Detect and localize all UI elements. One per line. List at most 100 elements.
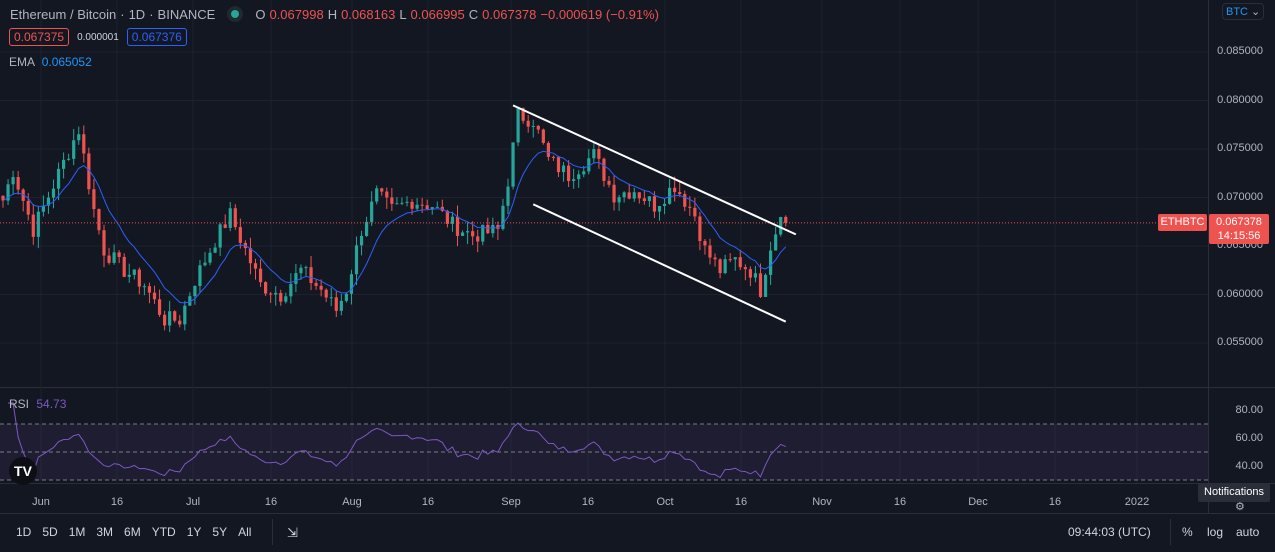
candle-body	[127, 274, 131, 277]
candle-body	[319, 285, 323, 290]
candle-body	[561, 165, 566, 173]
candle-body	[152, 292, 157, 300]
close-value: 0.067378	[482, 6, 537, 22]
candle-body	[541, 129, 545, 143]
candle-body	[637, 192, 641, 199]
candle-body	[208, 252, 212, 263]
candle-body	[551, 156, 556, 158]
low-value: 0.066995	[410, 6, 465, 22]
candle-body	[67, 158, 71, 160]
price-tick: 0.055000	[1217, 336, 1263, 348]
candle-body	[238, 227, 242, 243]
candle-body	[87, 153, 91, 190]
candle-body	[258, 268, 263, 283]
candle-body	[445, 210, 449, 224]
time-tick: Nov	[812, 496, 832, 508]
candle-body	[375, 188, 379, 202]
candle-body	[748, 269, 752, 278]
candle-body	[435, 206, 439, 208]
candle-body	[774, 234, 778, 251]
candle-body	[168, 311, 172, 326]
range-1y[interactable]: 1Y	[186, 525, 202, 539]
rsi-legend[interactable]: RSI 54.73	[9, 397, 67, 411]
bar-countdown: 14:15:56	[1217, 230, 1261, 242]
candle-body	[370, 201, 374, 222]
time-tick: 16	[421, 496, 435, 508]
candle-body	[349, 274, 354, 294]
sell-price-button[interactable]: 0.067375	[9, 28, 70, 46]
spread-value: 0.000001	[77, 31, 119, 43]
candle-body	[21, 189, 25, 201]
price-tick: 0.070000	[1217, 190, 1263, 203]
go-to-date-icon[interactable]: ⇲	[287, 525, 298, 540]
candle-body	[147, 286, 152, 293]
candle-body	[41, 205, 45, 212]
candle-body	[738, 257, 742, 268]
candle-body	[264, 282, 268, 294]
percent-toggle[interactable]: %	[1182, 525, 1193, 539]
candle-body	[6, 184, 10, 201]
candle-body	[309, 267, 313, 284]
settings-gear-icon[interactable]: ⚙	[1235, 501, 1245, 513]
candle-body	[673, 187, 677, 193]
currency-dropdown[interactable]: BTC ⌄	[1222, 3, 1265, 20]
time-tick: 16	[264, 496, 278, 508]
range-1m[interactable]: 1M	[68, 525, 86, 539]
candle-body	[511, 142, 515, 187]
ema-value: 0.065052	[41, 55, 92, 69]
auto-toggle[interactable]: auto	[1236, 525, 1260, 539]
candle-body	[723, 259, 727, 274]
candle-body	[607, 180, 611, 185]
symbol-title[interactable]: Ethereum / Bitcoin	[10, 6, 117, 22]
range-3m[interactable]: 3M	[96, 525, 114, 539]
log-toggle[interactable]: log	[1207, 525, 1224, 539]
open-value: 0.067998	[269, 6, 324, 22]
candle-body	[460, 232, 465, 236]
range-ytd[interactable]: YTD	[151, 525, 176, 539]
price-tick: 0.060000	[1217, 287, 1263, 300]
range-1d[interactable]: 1D	[16, 525, 32, 539]
exchange: BINANCE	[157, 6, 216, 22]
candle-body	[213, 247, 217, 253]
candle-body	[62, 159, 66, 169]
clock[interactable]: 09:44:03 (UTC)	[1068, 525, 1151, 539]
market-status-icon[interactable]	[227, 6, 244, 22]
candle-body	[587, 158, 591, 172]
time-tick: 2022	[1124, 496, 1150, 508]
candle-body	[501, 205, 505, 229]
rsi-tick: 60.00	[1235, 432, 1263, 444]
candle-body	[698, 216, 702, 242]
candle-body	[718, 259, 722, 274]
last-price-label: 0.067378 14:15:56	[1209, 214, 1269, 244]
candle-body	[531, 125, 535, 127]
candle-body	[77, 134, 81, 141]
candle-body	[471, 231, 475, 237]
high-value: 0.068163	[341, 6, 396, 22]
tradingview-logo[interactable]: TV	[9, 457, 37, 485]
notifications-tooltip: Notifications	[1198, 483, 1270, 502]
candle-body	[390, 197, 394, 204]
candle-body	[284, 296, 288, 302]
price-tick: 0.085000	[1217, 45, 1263, 57]
candle-body	[324, 289, 328, 298]
candle-body	[612, 184, 616, 203]
candle-body	[743, 267, 747, 270]
candle-body	[329, 297, 333, 299]
candle-body	[481, 224, 485, 242]
candle-body	[425, 205, 429, 210]
candle-body	[178, 320, 182, 325]
candle-body	[248, 248, 253, 264]
buy-price-button[interactable]: 0.067376	[126, 28, 187, 46]
ema-legend[interactable]: EMA 0.065052	[9, 55, 92, 69]
candle-body	[142, 286, 146, 288]
range-5d[interactable]: 5D	[42, 525, 58, 539]
candle-body	[339, 300, 343, 311]
candle-body	[112, 252, 116, 263]
candle-body	[137, 269, 141, 287]
candle-body	[36, 211, 40, 237]
range-5y[interactable]: 5Y	[212, 525, 228, 539]
range-all[interactable]: All	[238, 525, 252, 539]
range-6m[interactable]: 6M	[124, 525, 141, 539]
candle-body	[688, 206, 692, 208]
